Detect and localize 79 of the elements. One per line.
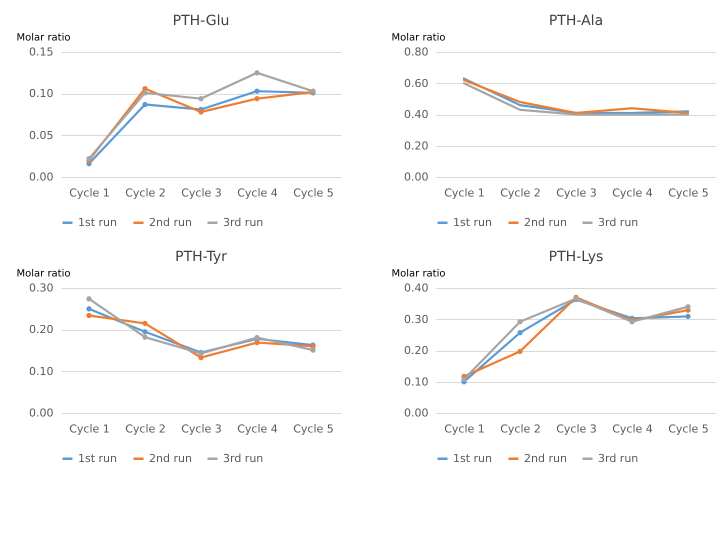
x-tick-label: Cycle 2 (125, 422, 166, 436)
y-tick-label: 0.30 (404, 312, 428, 326)
y-tick-label: 0.20 (404, 344, 428, 357)
point (461, 376, 467, 382)
y-axis-title: Molar ratio (16, 268, 70, 280)
y-tick-label: 0.10 (29, 87, 54, 100)
x-tick-label: Cycle 4 (237, 422, 278, 436)
x-tick-label: Cycle 1 (444, 422, 485, 436)
x-tick-label: Cycle 4 (612, 186, 653, 200)
point (685, 304, 691, 310)
y-tick-label: 0.10 (29, 364, 54, 378)
legend-label: 1st run (453, 452, 492, 465)
x-tick-label: Cycle 4 (612, 422, 653, 436)
chart-title: PTH-Lys (548, 249, 604, 265)
x-tick-label: Cycle 5 (668, 186, 709, 200)
point (310, 347, 316, 353)
chart-title: PTH-Glu (172, 13, 230, 29)
legend-label: 2nd run (149, 216, 192, 229)
y-tick-label: 0.40 (404, 282, 428, 294)
y-tick-label: 0.00 (29, 170, 54, 184)
point (142, 90, 148, 96)
x-tick-label: Cycle 4 (237, 186, 278, 200)
legend-label: 3rd run (223, 216, 264, 229)
y-tick-label: 0.05 (29, 128, 54, 142)
y-tick-label: 0.40 (404, 108, 428, 121)
y-tick-label: 0.00 (404, 406, 428, 420)
legend-label: 1st run (78, 452, 118, 465)
legend-label: 2nd run (524, 216, 567, 229)
y-tick-label: 0.00 (404, 170, 428, 184)
x-tick-label: Cycle 5 (293, 186, 334, 200)
y-tick-label: 0.20 (29, 323, 54, 336)
x-tick-label: Cycle 3 (181, 186, 222, 200)
point (517, 330, 523, 336)
y-axis-title: Molar ratio (16, 32, 70, 44)
legend-label: 3rd run (598, 452, 638, 465)
point (254, 340, 260, 346)
x-tick-label: Cycle 1 (444, 186, 485, 200)
chart-title: PTH-Ala (548, 13, 604, 29)
x-tick-label: Cycle 2 (500, 186, 541, 200)
y-tick-label: 0.80 (404, 46, 428, 58)
point (142, 334, 148, 340)
point (198, 109, 204, 115)
point (517, 348, 523, 354)
x-tick-label: Cycle 2 (125, 186, 166, 200)
x-tick-label: Cycle 5 (293, 422, 334, 436)
x-tick-label: Cycle 3 (556, 422, 597, 436)
x-tick-label: Cycle 3 (181, 422, 222, 436)
legend-label: 1st run (453, 216, 492, 229)
y-tick-label: 0.30 (29, 282, 54, 294)
legend-label: 2nd run (524, 452, 567, 465)
chart-title: PTH-Tyr (175, 249, 228, 265)
y-tick-label: 0.00 (29, 406, 54, 420)
y-tick-label: 0.60 (404, 76, 428, 90)
x-tick-label: Cycle 3 (556, 186, 597, 200)
y-axis-title: Molar ratio (392, 268, 446, 280)
point (517, 319, 523, 324)
point (142, 102, 148, 108)
point (254, 88, 260, 94)
legend-label: 2nd run (149, 452, 192, 465)
y-tick-label: 0.10 (404, 375, 428, 388)
point (254, 96, 260, 102)
point (142, 320, 148, 326)
point (142, 329, 148, 334)
point (198, 96, 204, 102)
legend-label: 3rd run (223, 452, 264, 465)
y-axis-title: Molar ratio (392, 32, 446, 44)
point (685, 314, 691, 320)
point (86, 306, 92, 312)
y-tick-label: 0.20 (404, 139, 428, 152)
y-tick-label: 0.15 (29, 46, 54, 58)
point (254, 70, 260, 76)
x-tick-label: Cycle 1 (69, 186, 110, 200)
legend-label: 1st run (78, 216, 118, 229)
legend-label: 3rd run (598, 216, 638, 229)
x-tick-label: Cycle 5 (668, 422, 709, 436)
x-tick-label: Cycle 2 (500, 422, 541, 436)
point (86, 296, 92, 302)
x-tick-label: Cycle 1 (69, 422, 110, 436)
point (86, 312, 92, 318)
